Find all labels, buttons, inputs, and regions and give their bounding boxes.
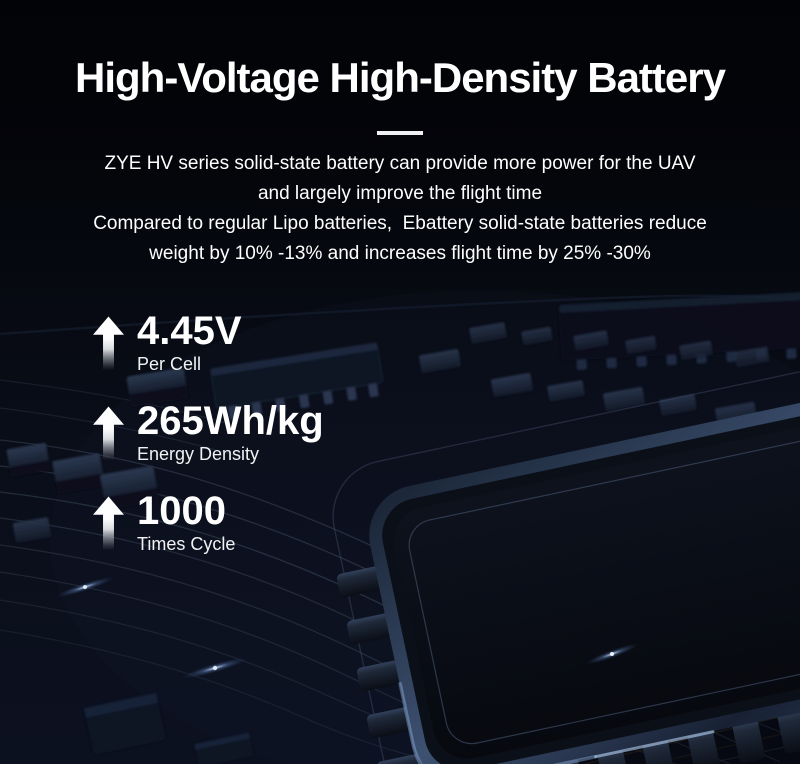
stat-times-cycle: 1000 Times Cycle — [93, 490, 324, 580]
intro-line-4: weight by 10% -13% and increases flight … — [149, 243, 651, 264]
intro-text: ZYE HV series solid-state battery can pr… — [0, 149, 800, 269]
stat-energy-density: 265Wh/kg Energy Density — [93, 400, 324, 490]
up-arrow-icon — [93, 406, 124, 460]
stat-label: Energy Density — [137, 444, 260, 464]
intro-line-3: Compared to regular Lipo batteries, Ebat… — [93, 213, 707, 234]
stat-per-cell: 4.45V Per Cell — [93, 310, 324, 400]
up-arrow-icon — [93, 496, 124, 550]
stat-value: 1000 — [137, 489, 226, 533]
stat-value: 4.45V — [137, 309, 242, 353]
up-arrow-icon — [93, 316, 124, 370]
stats-list: 4.45V Per Cell 265Wh/kg Energy Density — [93, 310, 324, 580]
intro-line-1: ZYE HV series solid-state battery can pr… — [104, 153, 696, 174]
stat-label: Times Cycle — [137, 534, 236, 554]
intro-line-2: and largely improve the flight time — [257, 183, 543, 204]
stat-value: 265Wh/kg — [137, 399, 324, 443]
page-title: High-Voltage High-Density Battery — [75, 54, 726, 101]
stat-label: Per Cell — [137, 354, 202, 374]
title-divider — [377, 131, 423, 135]
